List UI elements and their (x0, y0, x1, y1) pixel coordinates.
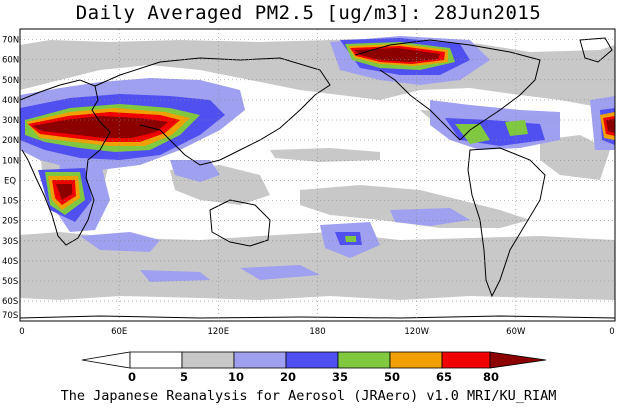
lat-label: 70N (2, 36, 19, 46)
colorbar-tick-label: 65 (436, 370, 452, 384)
lon-label: 0 (19, 327, 24, 337)
lat-label: 10S (2, 197, 18, 207)
colorbar-ticks: 0 5 10 20 35 50 65 80 (128, 370, 499, 384)
colorbar-swatch (389, 351, 443, 369)
colorbar-swatch (181, 351, 235, 369)
map-frame (19, 28, 616, 322)
colorbar-tick-label: 20 (280, 370, 296, 384)
grid-lines (20, 29, 615, 321)
lat-label: 50N (2, 76, 19, 86)
colorbar-swatch (441, 351, 491, 369)
map-title: Daily Averaged PM2.5 [ug/m3]: 28Jun2015 (75, 2, 542, 24)
colorbar-tick-label: 80 (483, 370, 499, 384)
lat-label: 30S (2, 237, 18, 247)
colorbar-left-arrow (81, 351, 131, 369)
lon-label: 180 (309, 327, 325, 337)
pollution-fields (20, 36, 615, 319)
lat-label: 60S (2, 297, 18, 307)
coastlines (20, 37, 615, 319)
concentration-over-80 (32, 48, 615, 200)
lat-label: 50S (2, 277, 18, 287)
lat-label: 30N (2, 116, 19, 126)
lon-label: 0 (609, 327, 614, 337)
colorbar-swatch (129, 351, 183, 369)
lat-label: 40N (2, 96, 19, 106)
lat-label: EQ (4, 176, 16, 186)
colorbar-tick-label: 50 (384, 370, 400, 384)
colorbar-tick-label: 5 (180, 370, 188, 384)
lat-label: 10N (2, 156, 19, 166)
lon-label: 60E (111, 327, 127, 337)
colorbar-tick-label: 10 (228, 370, 244, 384)
lon-label: 120E (207, 327, 229, 337)
colorbar-right-arrow (489, 351, 547, 369)
colorbar (81, 351, 547, 369)
lat-label: 40S (2, 257, 18, 267)
lat-label: 60N (2, 56, 19, 66)
latitude-labels: 70N 60N 50N 40N 30N 20N 10N EQ 10S 20S 3… (2, 36, 19, 322)
lat-label: 20S (2, 217, 18, 227)
lat-label: 70S (2, 311, 18, 321)
longitude-labels: 0 60E 120E 180 120W 60W 0 (19, 327, 614, 337)
colorbar-swatch (233, 351, 287, 369)
colorbar-swatch (337, 351, 391, 369)
lat-label: 20N (2, 136, 19, 146)
colorbar-tick-label: 0 (128, 370, 136, 384)
colorbar-swatch (285, 351, 339, 369)
lon-label: 120W (404, 327, 429, 337)
footer-credit: The Japanese Reanalysis for Aerosol (JRA… (60, 388, 557, 404)
lon-label: 60W (506, 327, 526, 337)
colorbar-tick-label: 35 (332, 370, 348, 384)
